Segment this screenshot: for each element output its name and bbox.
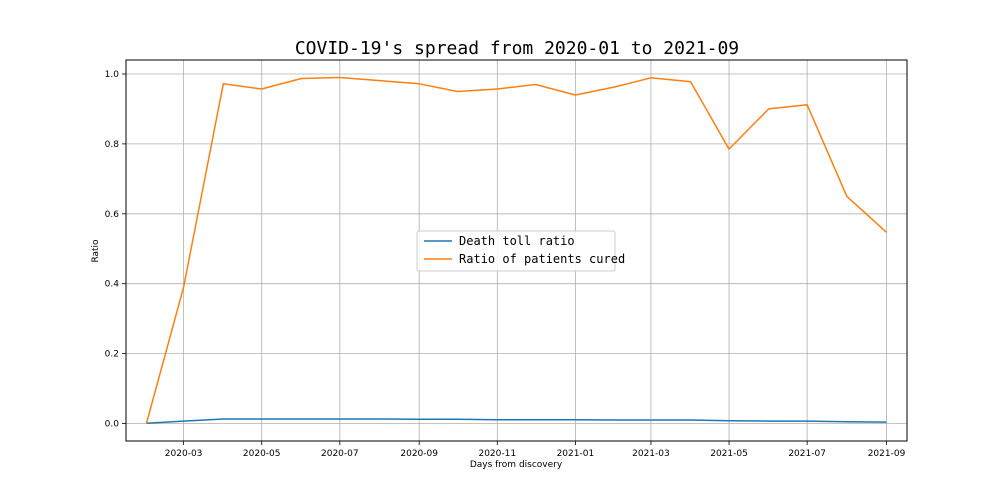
y-tick-label: 0.2 <box>105 350 119 360</box>
x-tick-label: 2020-03 <box>165 449 203 459</box>
axis-ticks: 2020-03 2020-05 2020-07 2020-09 2020-11 2021-… <box>105 70 906 459</box>
x-tick-label: 2021-09 <box>868 449 906 459</box>
legend-label: Death toll ratio <box>459 234 575 248</box>
chart-title: COVID-19's spread from 2020-01 to 2021-0… <box>295 38 739 59</box>
x-axis-label: Days from discovery <box>470 460 563 470</box>
series-line-1 <box>146 418 887 424</box>
legend: Death toll ratio Ratio of patients cured <box>416 230 625 272</box>
y-tick-label: 0.8 <box>105 140 120 150</box>
x-tick-label: 2021-01 <box>557 449 595 459</box>
x-tick-label: 2020-07 <box>321 449 359 459</box>
legend-box <box>416 230 616 272</box>
series-line-2 <box>145 76 888 424</box>
x-tick-label: 2021-03 <box>632 449 670 459</box>
plot-lines <box>145 76 888 424</box>
y-tick-label: 1.0 <box>105 70 120 80</box>
legend-label: Ratio of patients cured <box>459 252 625 266</box>
grid <box>126 60 907 441</box>
y-tick-label: 0.0 <box>105 420 120 430</box>
x-tick-label: 2021-07 <box>788 449 826 459</box>
x-tick-label: 2020-05 <box>243 449 281 459</box>
y-tick-label: 0.6 <box>105 210 120 220</box>
y-axis-label: Ratio <box>91 239 101 263</box>
x-tick-label: 2020-11 <box>478 449 516 459</box>
x-tick-label: 2020-09 <box>400 449 438 459</box>
y-tick-label: 0.4 <box>105 280 120 290</box>
x-tick-label: 2021-05 <box>710 449 748 459</box>
plot-frame <box>125 59 908 442</box>
